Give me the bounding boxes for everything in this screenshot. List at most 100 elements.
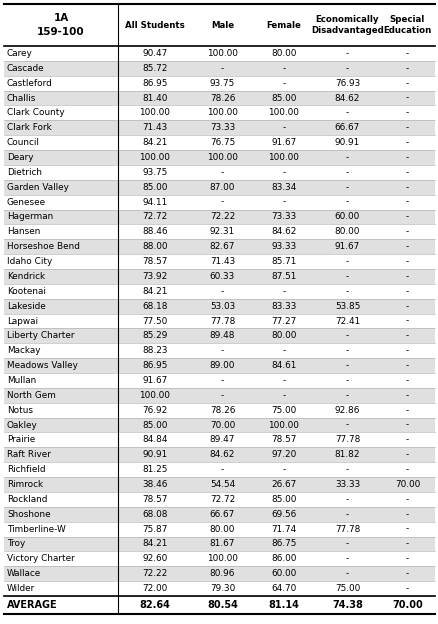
Text: Economically
Disadvantaged: Economically Disadvantaged	[311, 15, 383, 35]
Text: 83.33: 83.33	[271, 301, 296, 311]
Text: -: -	[220, 168, 224, 177]
Text: -: -	[405, 183, 408, 192]
Bar	[4, 105, 434, 120]
Text: 80.00: 80.00	[209, 525, 235, 534]
Text: -: -	[345, 153, 348, 162]
Text: -: -	[405, 495, 408, 504]
Text: 100.00: 100.00	[139, 109, 170, 117]
Text: 66.67: 66.67	[334, 124, 359, 132]
Text: -: -	[282, 124, 285, 132]
Text: 68.08: 68.08	[142, 510, 167, 519]
Text: Garden Valley: Garden Valley	[7, 183, 69, 192]
Text: 72.22: 72.22	[142, 569, 167, 578]
Text: 75.87: 75.87	[142, 525, 167, 534]
Bar	[4, 254, 434, 269]
Text: 85.72: 85.72	[142, 64, 167, 73]
Text: 72.00: 72.00	[142, 584, 167, 593]
Text: 88.46: 88.46	[142, 227, 167, 236]
Bar	[4, 417, 434, 432]
Text: 82.67: 82.67	[209, 242, 235, 251]
Text: -: -	[405, 569, 408, 578]
Text: -: -	[345, 109, 348, 117]
Text: 81.82: 81.82	[334, 451, 360, 459]
Text: Timberline-W: Timberline-W	[7, 525, 66, 534]
Text: -: -	[345, 391, 348, 400]
Bar	[4, 90, 434, 105]
Text: Kootenai: Kootenai	[7, 287, 46, 296]
Bar	[4, 165, 434, 180]
Text: -: -	[405, 510, 408, 519]
Text: 86.95: 86.95	[142, 361, 167, 370]
Text: 93.75: 93.75	[142, 168, 167, 177]
Text: 100.00: 100.00	[139, 391, 170, 400]
Text: -: -	[405, 316, 408, 326]
Text: Carey: Carey	[7, 49, 33, 58]
Text: -: -	[345, 257, 348, 266]
Text: -: -	[282, 79, 285, 87]
Text: 53.03: 53.03	[209, 301, 235, 311]
Bar	[4, 522, 434, 537]
Text: 92.60: 92.60	[142, 554, 167, 563]
Text: 75.00: 75.00	[334, 584, 359, 593]
Text: 73.33: 73.33	[209, 124, 235, 132]
Text: 80.54: 80.54	[207, 600, 237, 610]
Text: 79.30: 79.30	[209, 584, 235, 593]
Text: 93.33: 93.33	[271, 242, 296, 251]
Text: -: -	[405, 124, 408, 132]
Text: Troy: Troy	[7, 540, 25, 548]
Text: 66.67: 66.67	[209, 510, 235, 519]
Text: -: -	[405, 212, 408, 222]
Bar	[4, 373, 434, 388]
Bar	[4, 76, 434, 90]
Text: -: -	[345, 287, 348, 296]
Bar	[4, 358, 434, 373]
Text: 75.00: 75.00	[271, 406, 296, 415]
Text: -: -	[405, 49, 408, 58]
Text: 81.67: 81.67	[209, 540, 235, 548]
Text: -: -	[405, 554, 408, 563]
Text: -: -	[405, 198, 408, 207]
Text: 72.22: 72.22	[209, 212, 235, 222]
Text: Deary: Deary	[7, 153, 33, 162]
Text: 60.00: 60.00	[271, 569, 296, 578]
Text: 70.00: 70.00	[391, 600, 422, 610]
Text: -: -	[405, 451, 408, 459]
Text: 81.25: 81.25	[142, 465, 167, 474]
Bar	[4, 299, 434, 314]
Text: -: -	[282, 376, 285, 385]
Text: 93.75: 93.75	[209, 79, 235, 87]
Text: -: -	[282, 391, 285, 400]
Text: -: -	[345, 569, 348, 578]
Text: -: -	[220, 287, 224, 296]
Text: 84.84: 84.84	[142, 436, 167, 444]
Text: Castleford: Castleford	[7, 79, 53, 87]
Text: -: -	[282, 465, 285, 474]
Text: 60.00: 60.00	[334, 212, 359, 222]
Text: 88.23: 88.23	[142, 346, 167, 355]
Text: Clark County: Clark County	[7, 109, 64, 117]
Text: -: -	[345, 361, 348, 370]
Text: 76.75: 76.75	[209, 138, 235, 147]
Text: -: -	[405, 168, 408, 177]
Bar	[4, 120, 434, 135]
Text: 100.00: 100.00	[207, 49, 237, 58]
Text: -: -	[405, 361, 408, 370]
Text: Special
Education: Special Education	[382, 15, 431, 35]
Text: Mullan: Mullan	[7, 376, 36, 385]
Text: 100.00: 100.00	[268, 153, 299, 162]
Text: -: -	[282, 198, 285, 207]
Text: Lapwai: Lapwai	[7, 316, 38, 326]
Text: 1A
159-100: 1A 159-100	[37, 13, 85, 37]
Text: Lakeside: Lakeside	[7, 301, 46, 311]
Text: -: -	[220, 346, 224, 355]
Bar	[4, 596, 434, 614]
Text: -: -	[405, 465, 408, 474]
Text: Female: Female	[266, 21, 301, 29]
Bar	[4, 210, 434, 225]
Bar	[4, 61, 434, 76]
Text: -: -	[405, 391, 408, 400]
Text: Cascade: Cascade	[7, 64, 45, 73]
Bar	[4, 432, 434, 447]
Bar	[4, 314, 434, 328]
Text: 91.67: 91.67	[142, 376, 167, 385]
